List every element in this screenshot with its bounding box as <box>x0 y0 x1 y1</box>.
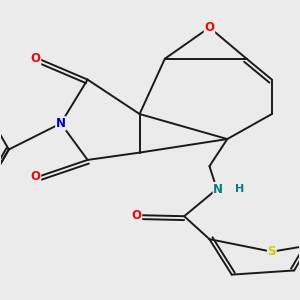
Text: O: O <box>31 170 40 183</box>
Text: O: O <box>132 209 142 222</box>
Text: N: N <box>213 183 224 196</box>
Text: N: N <box>56 117 66 130</box>
Text: H: H <box>235 184 244 194</box>
Text: O: O <box>31 52 40 65</box>
Text: O: O <box>204 21 214 34</box>
Text: S: S <box>268 245 276 258</box>
